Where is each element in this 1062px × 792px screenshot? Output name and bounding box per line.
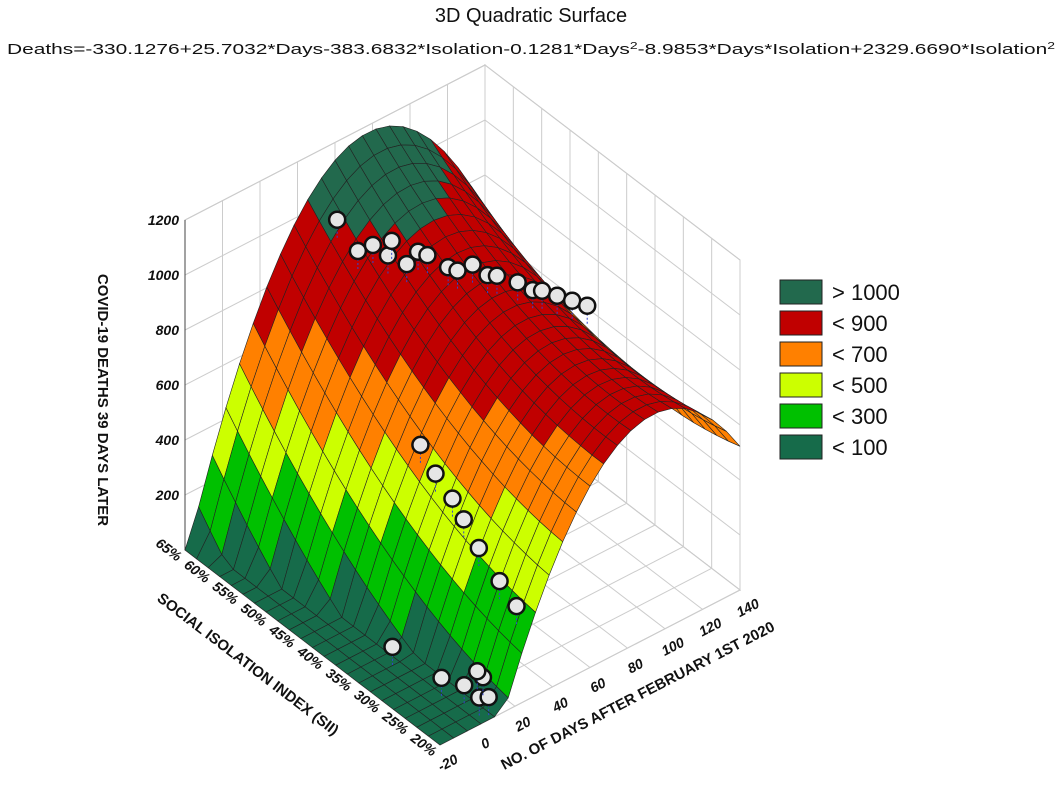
x-tick-label: 0: [478, 734, 492, 752]
data-point: [448, 261, 467, 280]
chart-title: 3D Quadratic Surface: [435, 5, 627, 27]
y-tick-label: 65%: [153, 535, 185, 565]
grid-line: [484, 174, 741, 371]
grid-line: [184, 64, 486, 221]
legend-swatch: [779, 341, 823, 367]
legend-label: < 700: [832, 342, 888, 367]
data-point: [397, 254, 416, 274]
legend: > 1000 < 900 < 700 < 500 < 300 < 100: [779, 279, 900, 460]
legend-swatch: [779, 372, 823, 398]
data-point: [507, 596, 526, 616]
z-tick-label: 1200: [148, 212, 179, 228]
data-point: [490, 571, 509, 591]
data-point: [443, 489, 462, 508]
data-point: [382, 231, 401, 251]
x-tick-label: 140: [734, 595, 762, 620]
subtitle-part: Deaths=-330.1276+25.7032*Days-383.6832*I…: [7, 41, 630, 58]
grid-line: [484, 64, 741, 261]
x-tick-label: 40: [549, 694, 571, 716]
data-point: [487, 266, 507, 286]
data-point: [479, 687, 498, 707]
data-point: [454, 510, 473, 529]
data-point: [463, 255, 482, 274]
data-point: [562, 291, 582, 310]
x-tick-label: 100: [659, 634, 687, 659]
legend-label: < 500: [832, 373, 888, 398]
x-tick-label: 20: [511, 713, 533, 735]
data-point: [426, 464, 445, 483]
data-point: [532, 281, 552, 300]
z-tick-label: 200: [155, 487, 180, 503]
data-point: [378, 246, 398, 265]
subtitle-exponent: 2: [630, 41, 638, 52]
legend-label: > 1000: [832, 280, 900, 305]
legend-swatch: [779, 279, 823, 305]
chart-subtitle: Deaths=-330.1276+25.7032*Days-383.6832*I…: [7, 41, 1056, 59]
z-tick-label: 1000: [148, 267, 179, 283]
z-tick-label: 600: [156, 377, 180, 393]
x-tick-label: 120: [696, 614, 724, 639]
x-tick-label: -20: [435, 751, 461, 775]
data-point: [327, 210, 347, 229]
data-point: [547, 286, 567, 305]
grid-line: [484, 119, 741, 316]
legend-swatch: [779, 434, 823, 460]
data-point: [469, 538, 489, 558]
z-tick-label: 800: [156, 322, 180, 338]
subtitle-exponent: 2: [1047, 41, 1055, 52]
data-point: [348, 241, 368, 261]
legend-label: < 100: [832, 435, 888, 460]
data-point: [418, 245, 437, 265]
z-axis-label: COVID-19 DEATHS 39 DAYS LATER: [94, 274, 111, 526]
data-point: [454, 675, 474, 695]
data-point: [363, 235, 383, 255]
legend-label: < 300: [832, 404, 888, 429]
surface: [184, 125, 741, 746]
data-point: [508, 273, 527, 292]
x-tick-label: 80: [625, 655, 646, 676]
data-point: [577, 296, 597, 315]
surface-patch: [427, 728, 455, 746]
z-tick-label: 400: [155, 432, 180, 448]
data-point: [432, 668, 451, 688]
data-point: [468, 661, 487, 681]
x-tick-label: 60: [587, 674, 608, 695]
legend-swatch: [779, 403, 823, 429]
data-point: [383, 637, 402, 657]
subtitle-part: -8.9853*Days*Isolation+2329.6690*Isolati…: [638, 41, 1048, 58]
plot-area: -2002040608010012014020%25%30%35%40%45%5…: [148, 63, 762, 775]
legend-swatch: [779, 310, 823, 336]
legend-label: < 900: [832, 311, 888, 336]
data-point: [411, 435, 430, 455]
